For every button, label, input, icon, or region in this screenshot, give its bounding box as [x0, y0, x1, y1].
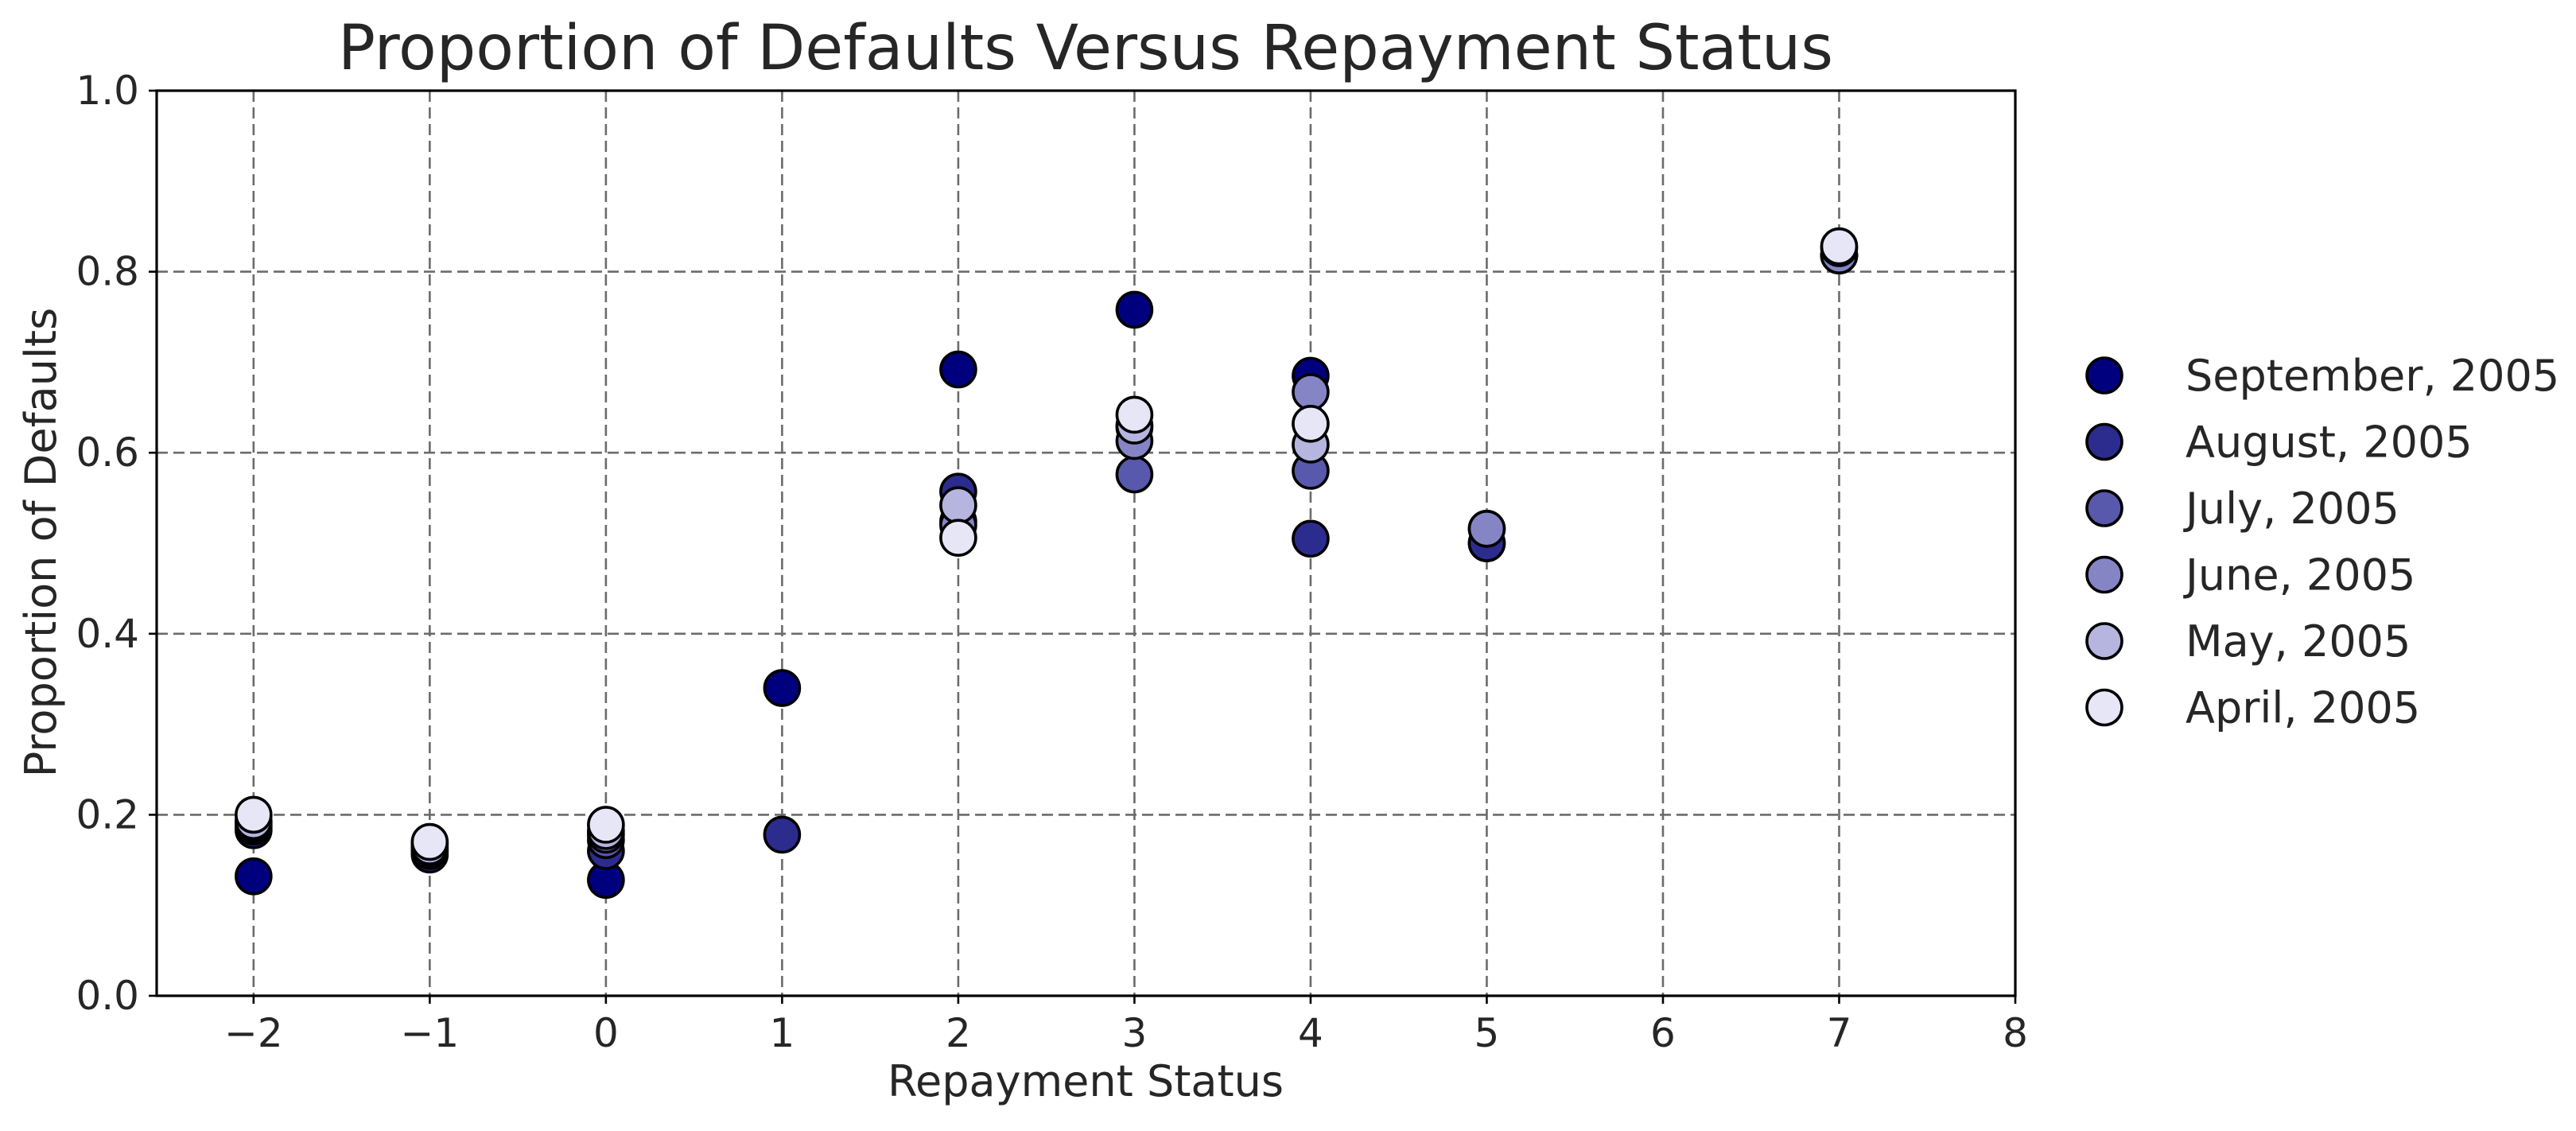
x-tick-label: 1: [769, 1010, 795, 1056]
data-point: [587, 806, 625, 844]
x-tick-label: 5: [1474, 1010, 1500, 1056]
x-tick-label: −1: [400, 1010, 459, 1056]
y-axis-label: Proportion of Defaults: [16, 308, 66, 777]
y-tick-label: 0.0: [76, 973, 139, 1019]
data-points: [235, 227, 1859, 900]
legend-label: July, 2005: [2183, 484, 2399, 534]
series-group-5: [235, 227, 1859, 861]
legend-label: June, 2005: [2183, 550, 2415, 600]
data-point: [235, 795, 273, 834]
legend-marker: [2085, 356, 2123, 394]
data-point: [1467, 509, 1506, 548]
series-group-4: [235, 229, 1859, 866]
y-tick-label: 0.6: [76, 429, 139, 476]
data-point: [1292, 373, 1330, 411]
data-point: [1820, 227, 1859, 266]
data-point: [1292, 519, 1330, 558]
legend-marker: [2085, 422, 2123, 461]
legend-label: May, 2005: [2186, 616, 2411, 667]
data-point: [1115, 395, 1154, 434]
data-point: [1115, 455, 1154, 494]
data-point: [939, 486, 977, 525]
x-tick-label: 3: [1122, 1010, 1148, 1056]
y-tick-label: 0.4: [76, 611, 139, 657]
x-tick-label: 6: [1650, 1010, 1676, 1056]
data-point: [235, 857, 273, 896]
data-point: [939, 350, 977, 389]
series-group-2: [235, 236, 1859, 870]
legend-marker: [2085, 622, 2123, 660]
data-point: [1115, 290, 1154, 329]
data-point: [410, 822, 449, 861]
x-tick-label: 0: [593, 1010, 619, 1056]
x-tick-label: 8: [2003, 1010, 2028, 1056]
data-point: [763, 669, 802, 707]
x-tick-label: 4: [1298, 1010, 1323, 1056]
y-tick-label: 1.0: [76, 68, 139, 114]
legend: September, 2005 August, 2005 July, 2005 Jun…: [2085, 351, 2559, 733]
y-tick-label: 0.8: [76, 249, 139, 295]
legend-marker: [2085, 688, 2123, 727]
legend-marker: [2085, 489, 2123, 527]
data-point: [1292, 404, 1330, 443]
y-tick-label: 0.2: [76, 791, 139, 838]
data-point: [939, 519, 977, 557]
x-tick-label: 7: [1827, 1010, 1852, 1056]
x-tick-label: −2: [224, 1010, 283, 1056]
chart-title: Proportion of Defaults Versus Repayment …: [338, 13, 1833, 84]
x-axis-label: Repayment Status: [888, 1056, 1284, 1106]
series-group-0: [235, 236, 1859, 900]
legend-marker: [2085, 555, 2123, 594]
data-point: [763, 815, 802, 854]
series-group-1: [235, 236, 1859, 874]
x-tick-label: 2: [946, 1010, 971, 1056]
series-group-3: [235, 236, 1859, 869]
legend-label: August, 2005: [2186, 418, 2473, 468]
legend-label: September, 2005: [2186, 351, 2559, 401]
axes: −2 −1 0 1 2 3 4 5 6 7 8 0.0 0.2 0.4 0.6 0.8 1.0: [76, 68, 2027, 1056]
plot-frame: [155, 89, 2017, 997]
legend-label: April, 2005: [2186, 683, 2420, 733]
